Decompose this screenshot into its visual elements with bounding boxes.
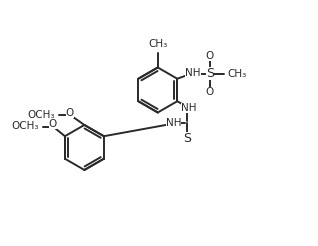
Text: OCH₃: OCH₃ <box>11 122 38 131</box>
Text: NH: NH <box>166 118 181 128</box>
Text: NH: NH <box>181 103 197 113</box>
Text: O: O <box>49 119 57 129</box>
Text: S: S <box>206 67 214 80</box>
Text: OCH₃: OCH₃ <box>27 110 55 120</box>
Text: O: O <box>206 87 214 97</box>
Text: S: S <box>183 132 191 145</box>
Text: O: O <box>66 108 74 118</box>
Text: NH: NH <box>185 68 201 78</box>
Text: O: O <box>206 51 214 61</box>
Text: CH₃: CH₃ <box>148 39 167 49</box>
Text: CH₃: CH₃ <box>227 69 247 79</box>
